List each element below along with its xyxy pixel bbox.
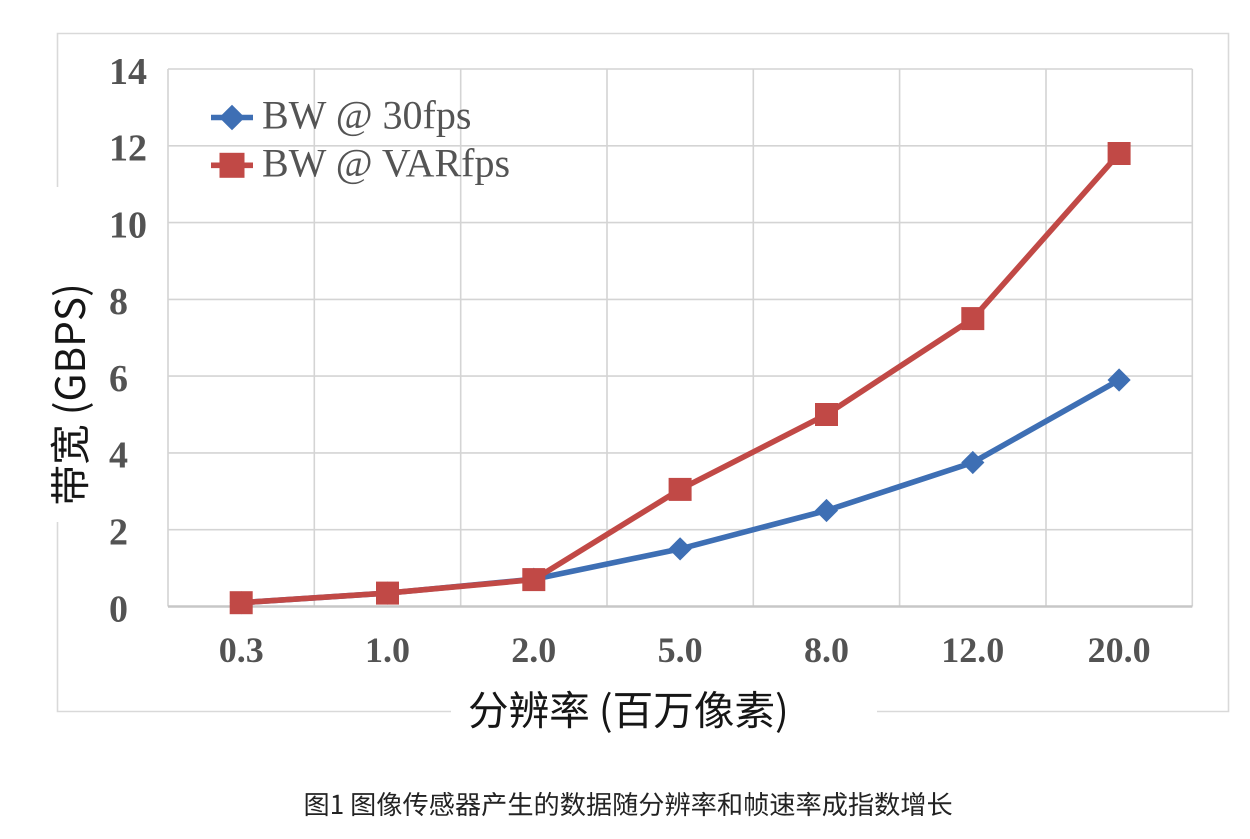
svg-text:6: 6	[109, 358, 128, 400]
svg-text:5.0: 5.0	[658, 630, 703, 670]
svg-text:8: 8	[109, 281, 128, 323]
svg-text:12: 12	[109, 128, 147, 170]
svg-text:0: 0	[109, 588, 128, 630]
svg-text:1.0: 1.0	[365, 630, 410, 670]
svg-text:20.0: 20.0	[1088, 630, 1151, 670]
svg-text:0.3: 0.3	[219, 630, 264, 670]
svg-text:2: 2	[109, 512, 128, 554]
svg-text:BW @ VARfps: BW @ VARfps	[262, 141, 510, 186]
svg-text:12.0: 12.0	[941, 630, 1004, 670]
svg-text:4: 4	[109, 435, 128, 477]
svg-text:8.0: 8.0	[804, 630, 849, 670]
svg-text:2.0: 2.0	[511, 630, 556, 670]
svg-text:14: 14	[109, 51, 147, 93]
svg-text:10: 10	[109, 204, 147, 246]
svg-text:BW @ 30fps: BW @ 30fps	[262, 93, 471, 138]
